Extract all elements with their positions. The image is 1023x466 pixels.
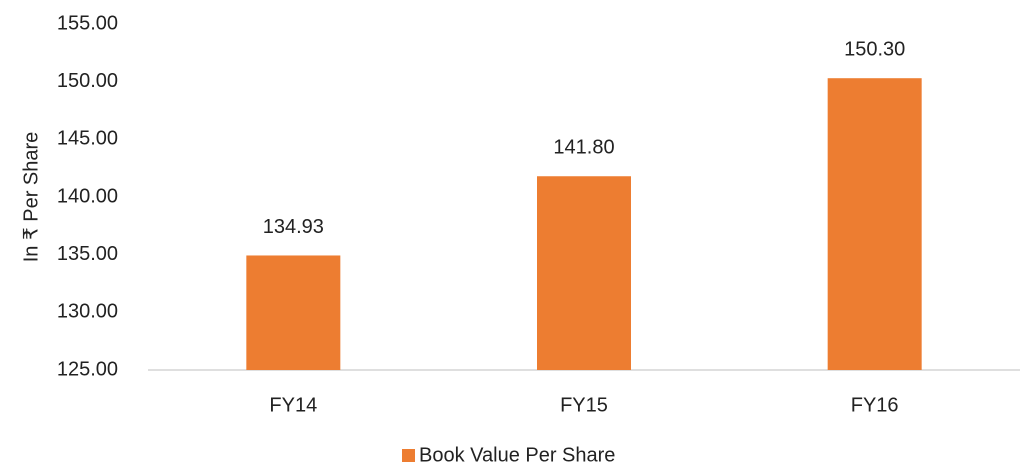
y-tick-label: 125.00 xyxy=(57,358,118,380)
bar xyxy=(537,176,631,370)
legend-label: Book Value Per Share xyxy=(419,444,615,466)
x-tick-label: FY14 xyxy=(269,394,317,416)
bar xyxy=(827,78,922,370)
y-tick-label: 140.00 xyxy=(57,185,118,207)
y-tick-label: 130.00 xyxy=(57,301,118,323)
bar xyxy=(246,255,341,370)
x-tick-label: FY15 xyxy=(560,394,608,416)
y-axis-label: In ₹ Per Share xyxy=(20,132,42,263)
data-label: 141.80 xyxy=(553,137,614,159)
y-tick-label: 155.00 xyxy=(57,12,118,34)
x-tick-label: FY16 xyxy=(851,394,899,416)
data-label: 134.93 xyxy=(263,216,324,238)
data-label: 150.30 xyxy=(844,38,905,60)
y-tick-label: 135.00 xyxy=(57,243,118,265)
legend-swatch xyxy=(402,449,415,462)
y-tick-label: 145.00 xyxy=(57,128,118,150)
y-tick-label: 150.00 xyxy=(57,70,118,92)
